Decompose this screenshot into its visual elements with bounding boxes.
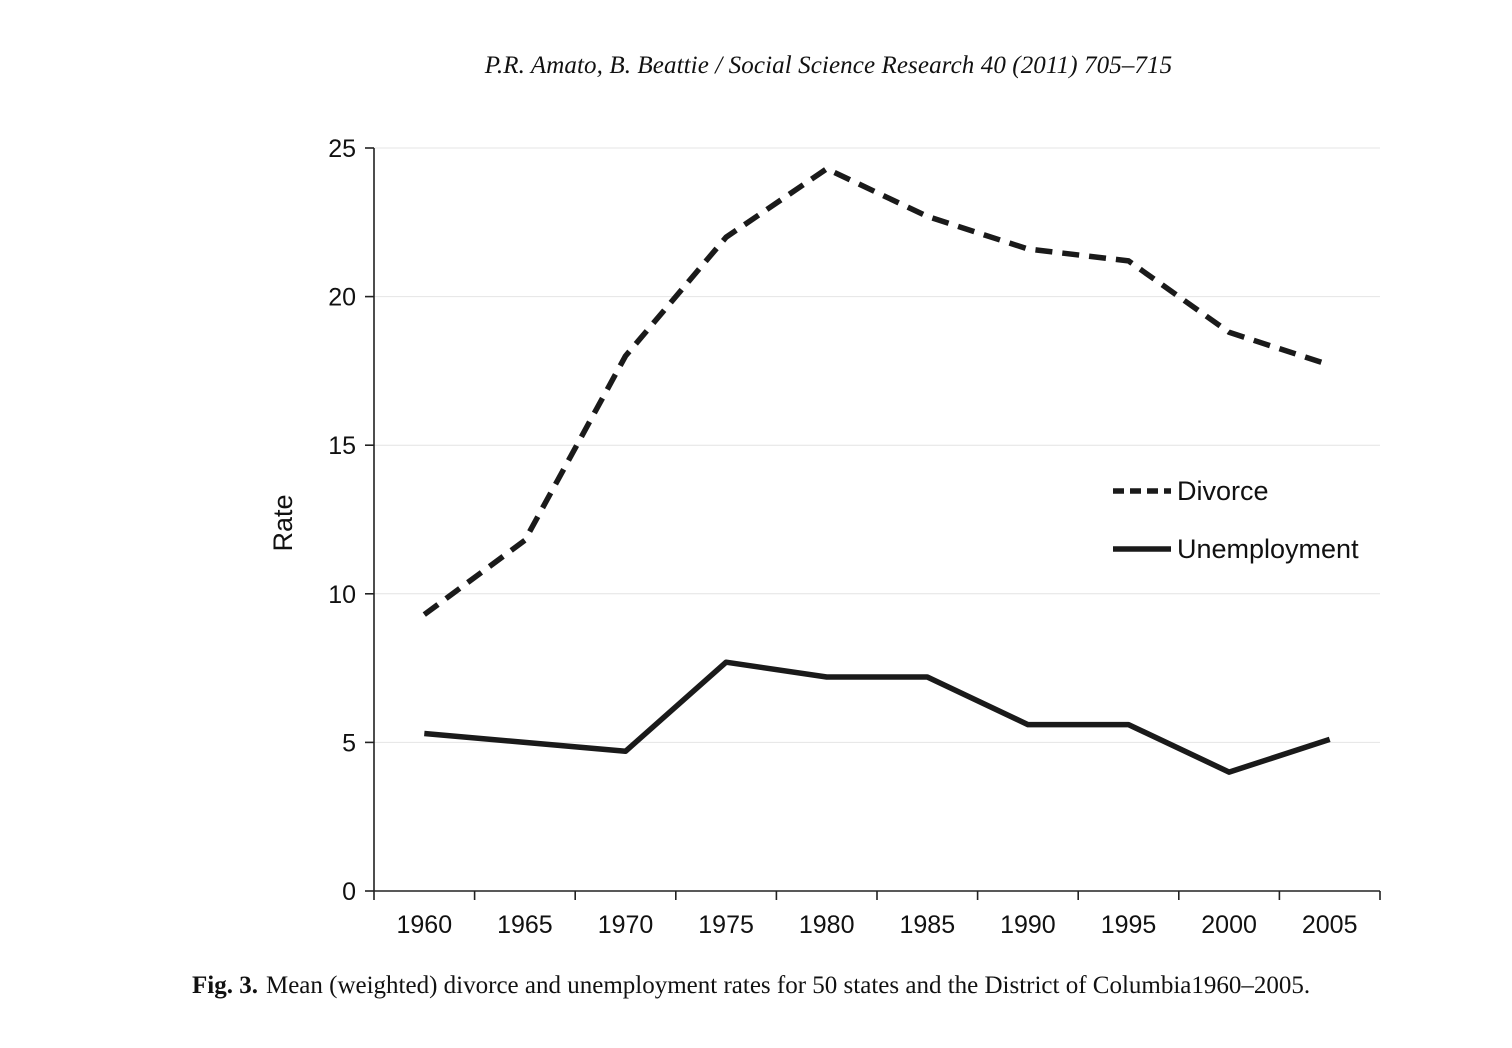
legend-label-divorce: Divorce: [1177, 476, 1269, 506]
x-tick-label-1985: 1985: [899, 911, 955, 939]
x-tick-label-1965: 1965: [497, 911, 553, 939]
y-tick-label-20: 20: [328, 284, 356, 312]
x-tick-label-1960: 1960: [396, 911, 452, 939]
y-axis-label: Rate: [268, 494, 298, 551]
x-tick-label-2000: 2000: [1201, 911, 1257, 939]
x-tick-label-1975: 1975: [698, 911, 754, 939]
figure-label: Fig. 3.: [192, 972, 258, 999]
x-tick-label-1990: 1990: [1000, 911, 1056, 939]
x-tick-label-1970: 1970: [598, 911, 654, 939]
x-tick-label-1980: 1980: [799, 911, 855, 939]
legend-label-unemployment: Unemployment: [1177, 534, 1359, 564]
y-tick-label-10: 10: [328, 581, 356, 609]
x-tick-label-2005: 2005: [1302, 911, 1358, 939]
series-line-unemployment: [424, 659, 1331, 775]
series-line-divorce: [422, 166, 1331, 617]
y-tick-label-0: 0: [342, 878, 356, 906]
y-tick-label-15: 15: [328, 432, 356, 460]
x-tick-label-1995: 1995: [1101, 911, 1157, 939]
figure-caption-text: Mean (weighted) divorce and unemployment…: [265, 972, 1311, 999]
running-header: P.R. Amato, B. Beattie / Social Science …: [484, 52, 1173, 79]
y-tick-label-5: 5: [342, 729, 356, 757]
figure-caption: Fig. 3. Mean (weighted) divorce and unemp…: [192, 972, 1310, 1000]
y-tick-label-25: 25: [328, 135, 356, 163]
